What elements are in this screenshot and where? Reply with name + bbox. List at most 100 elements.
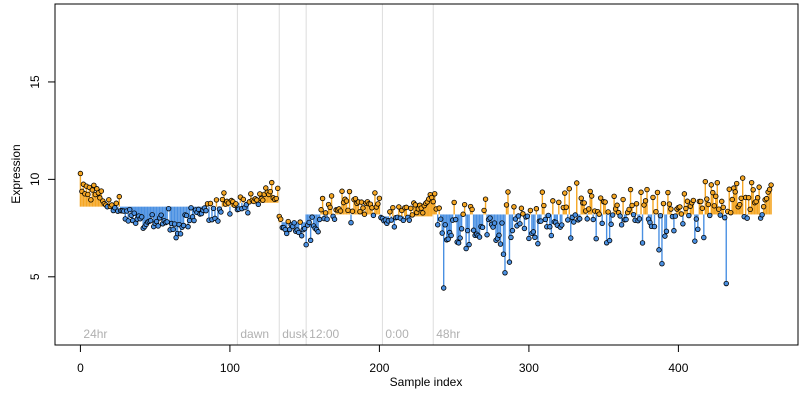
data-point [690,197,697,204]
data-point [388,217,395,223]
data-point [644,186,650,193]
data-point [284,230,290,237]
data-point [521,225,528,232]
data-point [586,206,592,212]
data-point [653,208,659,215]
data-point [463,245,469,252]
data-point [556,199,562,205]
data-point [559,222,565,228]
data-points [77,170,774,291]
data-point [295,229,302,236]
data-point [678,211,685,217]
data-point [245,210,251,216]
data-point [248,191,254,197]
data-point [530,229,537,235]
data-point [113,200,119,206]
data-point [269,179,275,186]
data-point [693,216,700,222]
data-point [597,195,604,201]
data-point [626,206,632,213]
data-point [692,238,698,244]
data-point [750,187,756,193]
data-point [717,212,723,218]
data-point [665,189,671,196]
data-point [188,205,194,211]
data-point [630,211,637,218]
data-point [541,202,547,209]
data-point [659,260,665,267]
data-point [642,198,649,204]
data-point [491,220,498,226]
data-point [285,218,291,225]
data-point [713,193,719,200]
data-point [301,225,308,232]
data-point [684,198,691,204]
data-point [369,205,375,211]
data-point [623,216,629,223]
data-point [606,237,613,244]
data-point [331,216,338,222]
data-point [728,209,734,216]
data-point [660,200,667,207]
data-point [448,232,454,239]
data-point [663,228,670,235]
data-point [542,216,549,223]
data-point [357,209,363,215]
data-point [584,216,590,222]
data-point [165,205,172,212]
data-point [203,207,209,214]
region-boundaries [236,4,434,345]
data-point [131,210,137,216]
data-point [372,190,378,196]
data-point [518,205,525,211]
data-point [233,201,239,207]
data-point [430,198,436,205]
data-point [469,206,475,213]
data-point [524,213,531,219]
data-point [611,193,617,199]
data-point [719,198,725,205]
data-point [609,212,616,218]
data-point [125,218,131,224]
data-point [599,220,605,227]
data-point [257,191,263,197]
data-point [406,217,413,223]
x-tick-label: 200 [369,361,389,375]
data-point [620,196,626,203]
data-point [91,182,97,188]
data-point [686,212,692,219]
data-point [760,203,767,210]
data-point [139,214,145,220]
region-label: 48hr [436,327,460,341]
data-point [629,202,635,209]
data-point [680,221,686,227]
data-point [360,205,366,211]
region-label: 24hr [83,327,107,341]
data-point [732,189,738,195]
data-point [532,234,538,241]
data-point [267,188,273,195]
data-point [345,207,351,214]
data-point [754,195,761,201]
data-point [605,209,611,215]
data-point [481,207,487,214]
data-point [508,234,514,241]
data-point [219,196,226,203]
data-point [574,180,580,186]
plot-frame [54,3,799,346]
data-point [668,206,674,212]
data-point [260,197,266,203]
data-point [460,211,466,217]
data-point [672,213,679,219]
data-point [548,232,555,239]
data-point [375,201,381,207]
data-point [438,216,444,222]
data-point [704,196,710,202]
data-point [440,285,447,291]
data-point [390,204,396,211]
data-point [358,199,365,205]
data-point [639,240,646,246]
data-point [545,212,552,219]
data-point [566,186,572,192]
